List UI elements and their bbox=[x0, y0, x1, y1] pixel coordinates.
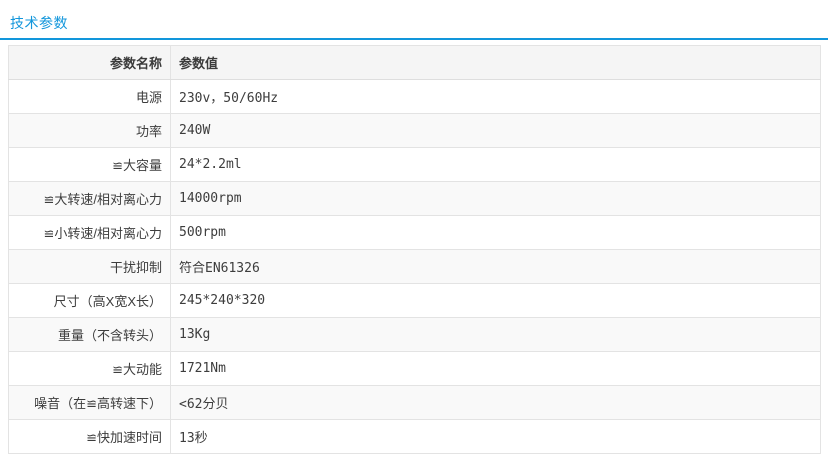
parameter-value-cell: 符合EN61326 bbox=[170, 249, 821, 284]
parameter-name-cell: 电源 bbox=[8, 79, 171, 114]
parameter-value-cell: 13秒 bbox=[170, 419, 821, 454]
parameter-value-cell: 240W bbox=[170, 113, 821, 148]
table-row: ≌大动能 1721Nm bbox=[8, 351, 821, 386]
parameter-name-cell: 重量（不含转头） bbox=[8, 317, 171, 352]
parameter-name-cell: 干扰抑制 bbox=[8, 249, 171, 284]
spec-table-container: 参数名称 参数值 电源 230v，50/60Hz 功率 240W ≌大容量 24*2.2m… bbox=[8, 45, 821, 454]
table-row: ≌大容量 24*2.2ml bbox=[8, 147, 821, 182]
parameter-name-cell: ≌大动能 bbox=[8, 351, 171, 386]
table-row: 噪音（在≌高转速下） <62分贝 bbox=[8, 385, 821, 420]
table-row: 尺寸（高X宽X长） 245*240*320 bbox=[8, 283, 821, 318]
parameter-value-cell: 14000rpm bbox=[170, 181, 821, 216]
table-header-row: 参数名称 参数值 bbox=[8, 45, 821, 80]
parameter-name-cell: ≌大容量 bbox=[8, 147, 171, 182]
section-header: 技术参数 bbox=[0, 0, 828, 40]
specifications-table: 参数名称 参数值 电源 230v，50/60Hz 功率 240W ≌大容量 24*2.2m… bbox=[8, 45, 821, 454]
table-row: ≌大转速/相对离心力 14000rpm bbox=[8, 181, 821, 216]
column-header-parameter-name: 参数名称 bbox=[8, 45, 171, 80]
parameter-value-cell: 245*240*320 bbox=[170, 283, 821, 318]
parameter-name-cell: ≌大转速/相对离心力 bbox=[8, 181, 171, 216]
parameter-value-cell: <62分贝 bbox=[170, 385, 821, 420]
parameter-name-cell: ≌小转速/相对离心力 bbox=[8, 215, 171, 250]
parameter-name-cell: 功率 bbox=[8, 113, 171, 148]
parameter-value-cell: 500rpm bbox=[170, 215, 821, 250]
parameter-name-cell: ≌快加速时间 bbox=[8, 419, 171, 454]
table-row: ≌小转速/相对离心力 500rpm bbox=[8, 215, 821, 250]
table-header: 参数名称 参数值 bbox=[8, 45, 821, 80]
parameter-name-cell: 噪音（在≌高转速下） bbox=[8, 385, 171, 420]
parameter-value-cell: 230v，50/60Hz bbox=[170, 79, 821, 114]
table-row: 重量（不含转头） 13Kg bbox=[8, 317, 821, 352]
column-header-parameter-value: 参数值 bbox=[170, 45, 821, 80]
table-row: 电源 230v，50/60Hz bbox=[8, 79, 821, 114]
parameter-name-cell: 尺寸（高X宽X长） bbox=[8, 283, 171, 318]
table-row: 功率 240W bbox=[8, 113, 821, 148]
parameter-value-cell: 13Kg bbox=[170, 317, 821, 352]
parameter-value-cell: 24*2.2ml bbox=[170, 147, 821, 182]
page-title: 技术参数 bbox=[10, 15, 68, 31]
table-row: ≌快加速时间 13秒 bbox=[8, 419, 821, 454]
table-body: 电源 230v，50/60Hz 功率 240W ≌大容量 24*2.2ml ≌大转速/相对离… bbox=[8, 79, 821, 454]
table-row: 干扰抑制 符合EN61326 bbox=[8, 249, 821, 284]
parameter-value-cell: 1721Nm bbox=[170, 351, 821, 386]
